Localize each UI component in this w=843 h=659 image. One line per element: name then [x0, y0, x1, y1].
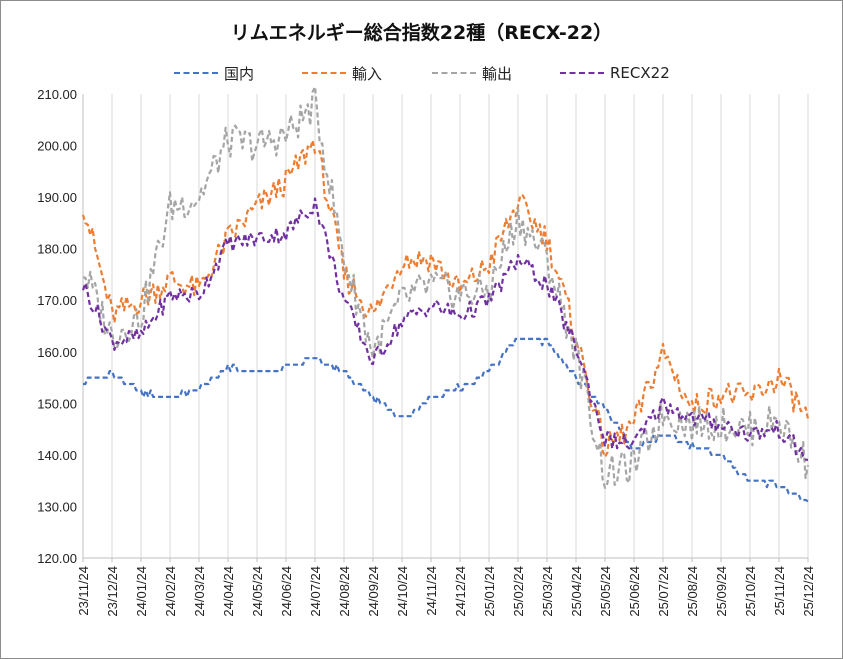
legend-item-recx22: RECX22	[560, 62, 670, 84]
x-tick-label: 25/11/24	[772, 566, 787, 616]
series-line-3	[81, 197, 809, 462]
series-line-0	[83, 337, 809, 503]
legend-swatch-import	[302, 72, 346, 74]
series-line-2	[82, 85, 810, 489]
legend-label-import: 輸入	[352, 64, 383, 83]
chart-title: リムエネルギー総合指数22種（RECX-22）	[230, 22, 613, 44]
y-tick-label: 210.00	[37, 87, 77, 102]
x-tick-label: 25/07/24	[656, 566, 671, 617]
legend-label-recx22: RECX22	[610, 64, 670, 82]
x-tick-label: 24/06/24	[279, 566, 294, 617]
y-tick-label: 160.00	[37, 345, 77, 360]
x-tick-label: 24/04/24	[221, 566, 236, 617]
legend-label-export: 輸出	[482, 64, 513, 83]
x-tick-label: 25/10/24	[743, 566, 758, 617]
x-tick-label: 24/05/24	[250, 566, 265, 617]
legend: 国内 輸入 輸出 RECX22	[0, 62, 843, 84]
y-tick-label: 130.00	[37, 499, 77, 514]
legend-swatch-domestic	[174, 72, 218, 74]
x-tick-label: 23/12/24	[105, 566, 120, 617]
x-tick-label: 24/03/24	[192, 566, 207, 617]
y-tick-label: 200.00	[37, 139, 77, 154]
y-tick-label: 120.00	[37, 551, 77, 566]
legend-label-domestic: 国内	[224, 64, 255, 83]
x-tick-label: 24/11/24	[424, 566, 439, 616]
x-tick-label: 24/10/24	[395, 566, 410, 617]
x-tick-label: 24/07/24	[308, 566, 323, 617]
x-tick-label: 24/12/24	[453, 566, 468, 617]
y-tick-label: 150.00	[37, 396, 77, 411]
x-tick-label: 25/09/24	[714, 566, 729, 617]
x-tick-label: 24/01/24	[134, 566, 149, 617]
legend-swatch-recx22	[560, 72, 604, 74]
y-tick-label: 180.00	[37, 242, 77, 257]
legend-item-export: 輸出	[432, 62, 512, 84]
x-tick-label: 25/02/24	[511, 566, 526, 617]
legend-item-import: 輸入	[302, 62, 382, 84]
x-tick-label: 25/03/24	[540, 566, 555, 617]
x-tick-label: 25/01/24	[482, 566, 497, 617]
y-tick-label: 140.00	[37, 448, 77, 463]
y-tick-label: 190.00	[37, 190, 77, 205]
x-tick-label: 24/08/24	[337, 566, 352, 617]
x-tick-label: 25/06/24	[627, 566, 642, 617]
x-tick-label: 25/08/24	[685, 566, 700, 617]
y-tick-label: 170.00	[37, 293, 77, 308]
legend-swatch-export	[432, 72, 476, 74]
x-tick-label: 23/11/24	[76, 566, 91, 616]
x-tick-label: 24/02/24	[163, 566, 178, 617]
x-tick-label: 25/05/24	[598, 566, 613, 617]
x-tick-label: 24/09/24	[366, 566, 381, 617]
series-line-1	[81, 139, 810, 458]
x-tick-label: 25/12/24	[801, 566, 816, 617]
legend-item-domestic: 国内	[174, 62, 254, 84]
x-tick-label: 25/04/24	[569, 566, 584, 617]
